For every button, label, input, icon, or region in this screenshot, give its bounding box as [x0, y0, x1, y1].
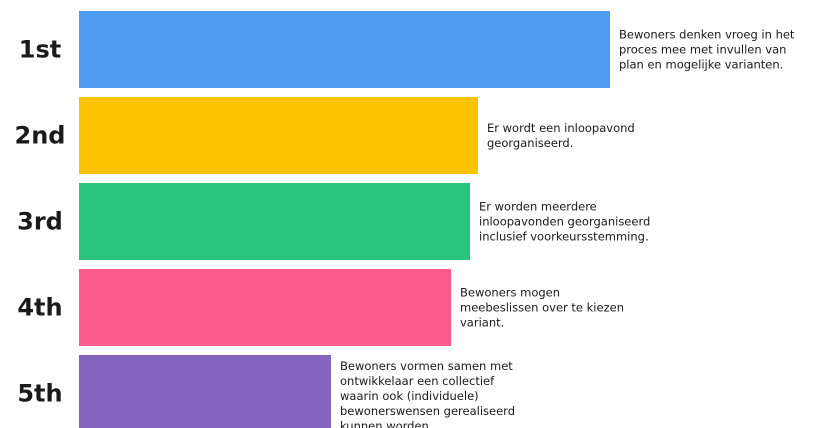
bar-2nd	[79, 97, 478, 174]
annotation-3rd: Er worden meerdere inloopavonden georgani…	[479, 200, 650, 244]
annotation-line: inloopavonden georganiseerd	[479, 215, 650, 229]
rank-label-1st: 1st	[19, 36, 61, 64]
rank-label-3rd: 3rd	[17, 208, 63, 236]
annotation-line: variant.	[460, 316, 504, 330]
annotation-line: Er wordt een inloopavond	[487, 121, 635, 135]
annotation-line: Bewoners denken vroeg in het	[619, 28, 795, 42]
annotation-line: proces mee met invullen van	[619, 43, 786, 57]
annotation-line: inclusief voorkeursstemming.	[479, 230, 649, 244]
bar-4th	[79, 269, 451, 346]
bar-1st	[79, 11, 610, 88]
annotation-line: Er worden meerdere	[479, 200, 597, 214]
rank-label-4th: 4th	[17, 294, 62, 322]
annotation-line: waarin ook (individuele)	[340, 389, 479, 403]
bar-5th	[79, 355, 331, 428]
annotation-line: plan en mogelijke varianten.	[619, 58, 783, 72]
annotation-line: ontwikkelaar een collectief	[340, 374, 495, 388]
annotation-line: Bewoners mogen	[460, 286, 560, 300]
annotation-2nd: Er wordt een inloopavond georganiseerd.	[487, 121, 635, 150]
annotation-line: meebeslissen over te kiezen	[460, 301, 624, 315]
rank-label-2nd: 2nd	[15, 122, 66, 150]
bar-3rd	[79, 183, 470, 260]
annotation-line: kunnen worden.	[340, 419, 432, 428]
annotation-line: Bewoners vormen samen met	[340, 359, 513, 373]
rank-label-5th: 5th	[17, 380, 62, 408]
annotation-1st: Bewoners denken vroeg in het proces mee m…	[619, 28, 795, 72]
annotation-line: bewonerswensen gerealiseerd	[340, 404, 515, 418]
annotation-5th: Bewoners vormen samen met ontwikkelaar ee…	[340, 359, 515, 428]
annotation-line: georganiseerd.	[487, 136, 573, 150]
annotation-4th: Bewoners mogen meebeslissen over te kieze…	[460, 286, 624, 330]
